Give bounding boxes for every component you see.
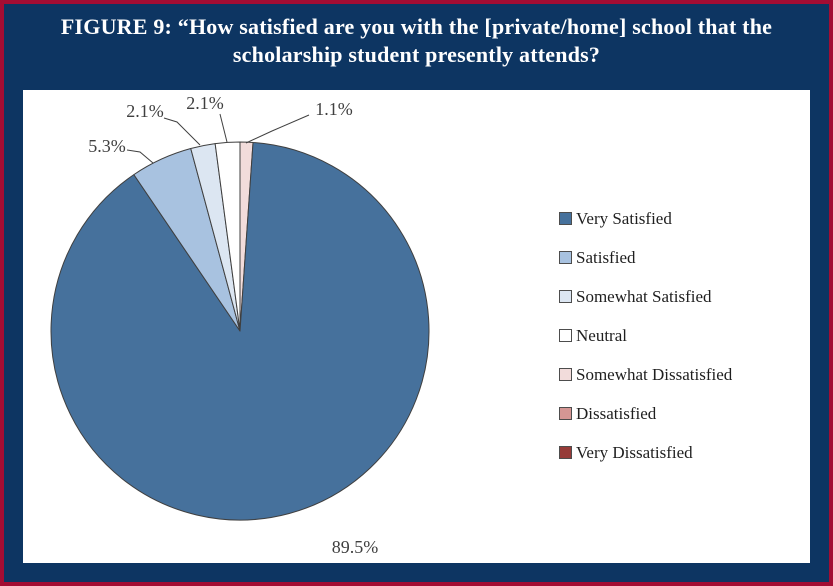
figure-title: FIGURE 9: “How satisfied are you with th… <box>4 13 829 69</box>
leader-line-somewhat-satisfied <box>163 117 201 146</box>
leader-line-satisfied <box>126 149 154 164</box>
legend-label: Somewhat Dissatisfied <box>576 364 733 384</box>
legend-item-neutral: Neutral <box>559 316 732 355</box>
leader-line-neutral <box>219 113 228 143</box>
legend: Very Satisfied Satisfied Somewhat Satisfie… <box>559 199 732 472</box>
figure-title-line2: scholarship student presently attends? <box>232 42 601 67</box>
legend-label: Somewhat Satisfied <box>576 286 712 306</box>
legend-swatch-somewhat-satisfied <box>559 290 572 303</box>
legend-label: Neutral <box>576 325 627 345</box>
legend-swatch-somewhat-dissatisfied <box>559 368 572 381</box>
legend-label: Dissatisfied <box>576 403 657 423</box>
legend-swatch-very-dissatisfied <box>559 446 572 459</box>
slice-value-label-somewhat-satisfied: 2.1% <box>126 101 164 121</box>
legend-item-satisfied: Satisfied <box>559 238 732 277</box>
leader-line-somewhat-dissatisfied <box>245 114 310 144</box>
legend-item-somewhat-satisfied: Somewhat Satisfied <box>559 277 732 316</box>
legend-swatch-satisfied <box>559 251 572 264</box>
legend-swatch-very-satisfied <box>559 212 572 225</box>
pie-slice-neutral <box>214 141 241 332</box>
figure-title-line1: FIGURE 9: “How satisfied are you with th… <box>60 14 773 39</box>
legend-item-very-dissatisfied: Very Dissatisfied <box>559 433 732 472</box>
legend-label: Very Satisfied <box>576 208 672 228</box>
slice-value-label-very-satisfied: 89.5% <box>332 537 379 557</box>
legend-swatch-dissatisfied <box>559 407 572 420</box>
slice-value-label-neutral: 2.1% <box>186 93 224 113</box>
slice-value-label-somewhat-dissatisfied: 1.1% <box>315 99 353 119</box>
legend-label: Satisfied <box>576 247 636 267</box>
legend-item-somewhat-dissatisfied: Somewhat Dissatisfied <box>559 355 732 394</box>
chart-area: 89.5% 5.3% 2.1% 2.1% 1.1% Very Satisfied Sati… <box>23 90 810 563</box>
pie-chart: 89.5%5.3%2.1% 2.1% 1.1% <box>50 93 430 557</box>
legend-item-very-satisfied: Very Satisfied <box>559 199 732 238</box>
legend-swatch-neutral <box>559 329 572 342</box>
legend-item-dissatisfied: Dissatisfied <box>559 394 732 433</box>
slice-value-label-satisfied: 5.3% <box>88 136 126 156</box>
legend-label: Very Dissatisfied <box>576 442 693 462</box>
